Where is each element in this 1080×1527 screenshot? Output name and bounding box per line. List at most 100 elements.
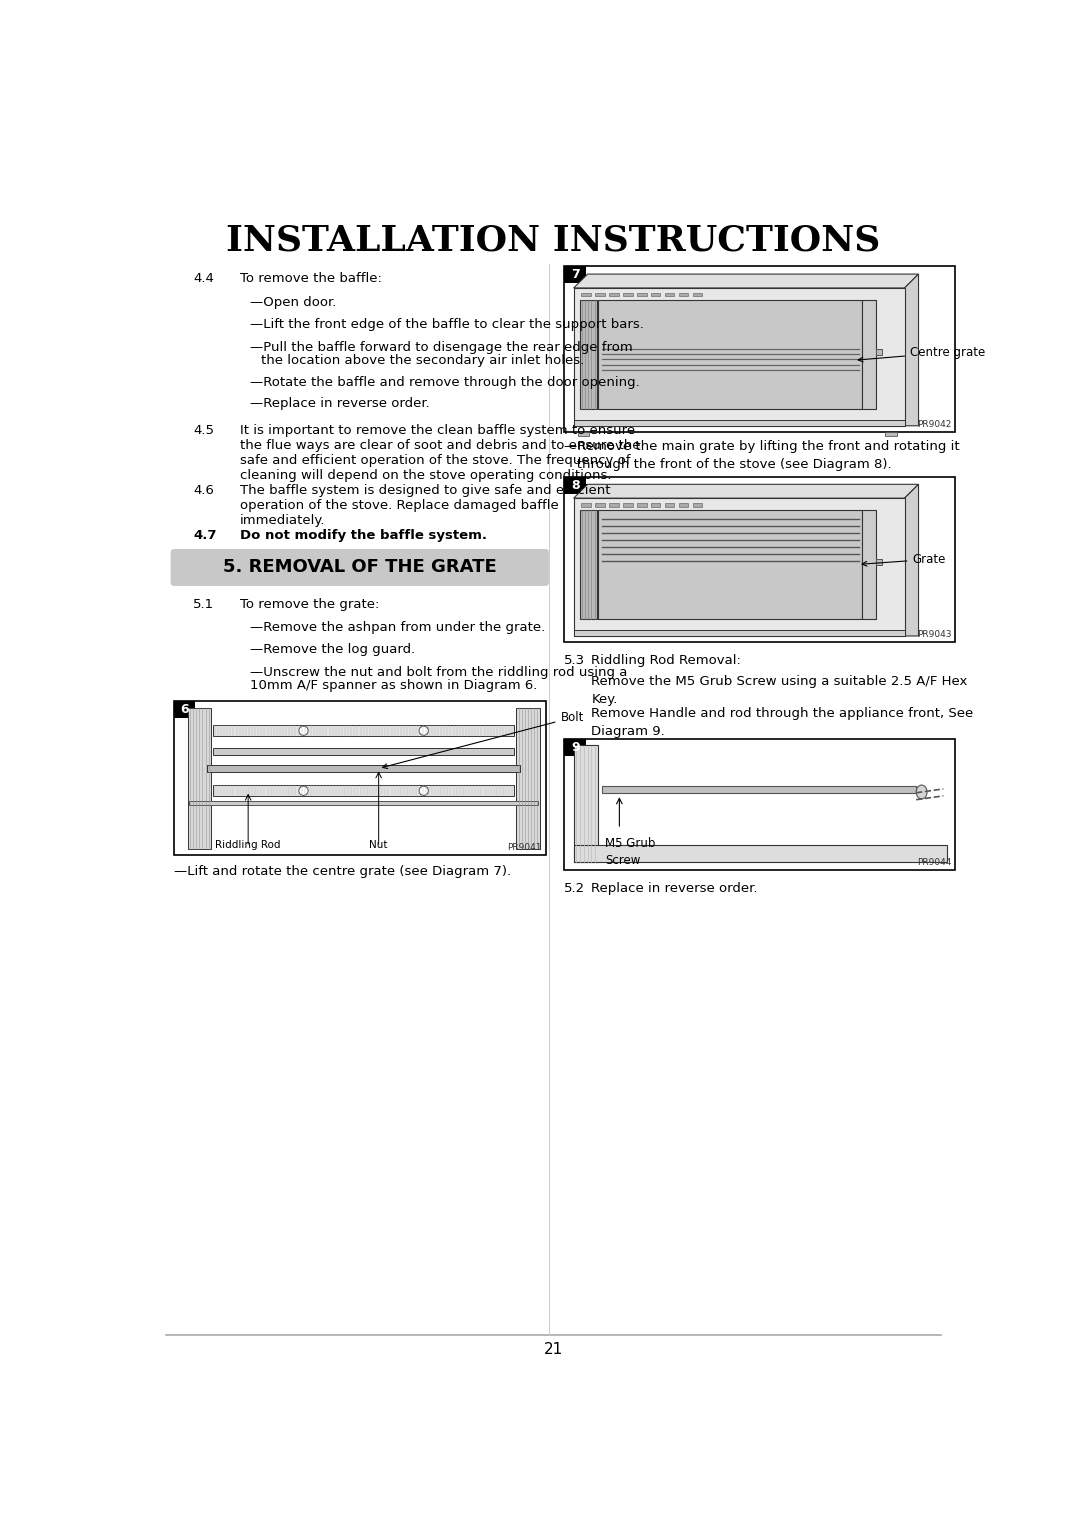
Text: 5.1: 5.1: [193, 599, 214, 611]
Bar: [623, 502, 633, 507]
Bar: [565, 266, 586, 284]
Bar: [573, 498, 905, 637]
Text: To remove the baffle:: To remove the baffle:: [240, 272, 381, 286]
Bar: [651, 502, 661, 507]
FancyBboxPatch shape: [171, 550, 549, 586]
Bar: [598, 510, 862, 618]
Bar: [693, 293, 702, 296]
Bar: [565, 739, 586, 756]
Circle shape: [419, 786, 429, 796]
Bar: [573, 289, 905, 426]
Bar: [213, 785, 514, 796]
Bar: [595, 502, 605, 507]
Bar: [637, 293, 647, 296]
Bar: [679, 502, 688, 507]
Text: Bolt: Bolt: [382, 712, 584, 768]
Text: Remove Handle and rod through the appliance front, See
Diagram 9.: Remove Handle and rod through the applia…: [592, 707, 974, 739]
Bar: [581, 502, 591, 507]
Text: Grate: Grate: [862, 553, 946, 567]
Circle shape: [419, 727, 429, 736]
Text: Centre grate: Centre grate: [859, 347, 985, 362]
Circle shape: [299, 727, 308, 736]
Text: Nut: Nut: [369, 840, 388, 851]
Bar: [565, 476, 586, 493]
Bar: [174, 701, 545, 855]
Bar: [876, 559, 882, 565]
Text: 10mm A/F spanner as shown in Diagram 6.: 10mm A/F spanner as shown in Diagram 6.: [249, 680, 537, 692]
Polygon shape: [905, 484, 918, 637]
Bar: [595, 293, 605, 296]
Text: —Lift the front edge of the baffle to clear the support bars.: —Lift the front edge of the baffle to cl…: [249, 318, 644, 331]
Bar: [623, 293, 633, 296]
Text: Riddling Rod Removal:: Riddling Rod Removal:: [592, 655, 741, 667]
Bar: [573, 846, 947, 863]
Text: 7: 7: [571, 269, 580, 281]
Bar: [565, 266, 955, 432]
Polygon shape: [573, 484, 918, 498]
Bar: [862, 510, 876, 618]
Bar: [609, 502, 619, 507]
Bar: [189, 800, 538, 805]
Bar: [603, 786, 916, 793]
Ellipse shape: [916, 785, 927, 799]
Polygon shape: [905, 275, 918, 426]
Text: 4.7: 4.7: [193, 528, 217, 542]
Text: PR9041: PR9041: [508, 843, 542, 852]
Text: —Lift and rotate the centre grate (see Diagram 7).: —Lift and rotate the centre grate (see D…: [174, 866, 511, 878]
Text: Riddling Rod: Riddling Rod: [215, 840, 281, 851]
Bar: [581, 293, 591, 296]
Text: 4.6: 4.6: [193, 484, 214, 498]
Text: —Open door.: —Open door.: [249, 296, 336, 310]
Bar: [573, 745, 598, 863]
Bar: [207, 765, 521, 771]
Bar: [213, 748, 514, 754]
Text: Remove the M5 Grub Screw using a suitable 2.5 A/F Hex
Key.: Remove the M5 Grub Screw using a suitabl…: [592, 675, 968, 705]
Bar: [862, 299, 876, 409]
Bar: [188, 709, 211, 849]
Text: To remove the grate:: To remove the grate:: [240, 599, 379, 611]
Text: Replace in reverse order.: Replace in reverse order.: [592, 883, 758, 895]
Text: 9: 9: [571, 741, 580, 754]
Text: —Unscrew the nut and bolt from the riddling rod using a: —Unscrew the nut and bolt from the riddl…: [249, 666, 627, 680]
Text: 8: 8: [571, 478, 580, 492]
Text: —Rotate the baffle and remove through the door opening.: —Rotate the baffle and remove through th…: [249, 376, 639, 389]
Text: PR9042: PR9042: [918, 420, 951, 429]
Text: 21: 21: [544, 1342, 563, 1358]
Text: 4.5: 4.5: [193, 425, 214, 437]
Bar: [665, 293, 674, 296]
Circle shape: [299, 786, 308, 796]
Bar: [565, 739, 955, 870]
Bar: [573, 629, 905, 637]
Text: —Remove the main grate by lifting the front and rotating it
   through the front: —Remove the main grate by lifting the fr…: [565, 440, 960, 472]
Text: —Remove the log guard.: —Remove the log guard.: [249, 643, 415, 657]
Text: 6: 6: [180, 702, 189, 716]
Text: PR9044: PR9044: [918, 858, 951, 867]
Bar: [609, 293, 619, 296]
Bar: [876, 348, 882, 354]
Bar: [637, 502, 647, 507]
Text: —Remove the ashpan from under the grate.: —Remove the ashpan from under the grate.: [249, 621, 545, 634]
Text: 4.4: 4.4: [193, 272, 214, 286]
Bar: [651, 293, 661, 296]
Bar: [665, 502, 674, 507]
Bar: [174, 701, 195, 718]
Bar: [598, 299, 862, 409]
Bar: [213, 725, 514, 736]
Text: INSTALLATION INSTRUCTIONS: INSTALLATION INSTRUCTIONS: [227, 224, 880, 258]
Text: PR9043: PR9043: [917, 631, 951, 640]
Bar: [693, 502, 702, 507]
Bar: [573, 420, 905, 426]
Text: —Replace in reverse order.: —Replace in reverse order.: [249, 397, 430, 411]
Bar: [578, 432, 590, 435]
Text: 5.3: 5.3: [565, 655, 585, 667]
Bar: [679, 293, 688, 296]
Polygon shape: [573, 275, 918, 289]
Text: The baffle system is designed to give safe and efficient
operation of the stove.: The baffle system is designed to give sa…: [240, 484, 610, 527]
Text: —Pull the baffle forward to disengage the rear edge from: —Pull the baffle forward to disengage th…: [249, 341, 633, 354]
Bar: [580, 299, 597, 409]
Bar: [516, 709, 540, 849]
Text: 5.2: 5.2: [565, 883, 585, 895]
Text: M5 Grub
Screw: M5 Grub Screw: [606, 837, 656, 867]
Text: Do not modify the baffle system.: Do not modify the baffle system.: [240, 528, 487, 542]
Text: It is important to remove the clean baffle system to ensure
the flue ways are cl: It is important to remove the clean baff…: [240, 425, 640, 483]
